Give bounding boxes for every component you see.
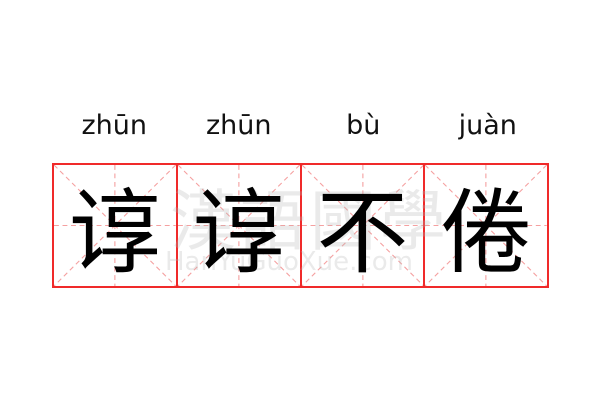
character-3: 不: [316, 180, 409, 286]
pinyin-4: juàn: [458, 110, 517, 141]
character-cell: 谆: [54, 165, 178, 286]
pinyin-2: zhūn: [205, 110, 272, 141]
guide-lines: [425, 165, 547, 286]
guide-lines: [177, 165, 300, 286]
character-1: 谆: [68, 180, 161, 286]
character-4: 倦: [440, 180, 533, 286]
pinyin-3: bù: [346, 110, 381, 141]
character-cell: 倦: [425, 165, 547, 286]
pinyin-1: zhūn: [81, 110, 147, 141]
character-cell: 谆: [177, 165, 302, 286]
character-2: 谆: [192, 180, 285, 286]
character-cell: 不: [301, 165, 426, 286]
pinyin-row: zhūn zhūn bù juàn: [52, 108, 550, 144]
guide-lines: [54, 165, 176, 286]
guide-lines: [301, 165, 424, 286]
character-grid: 谆 谆 不 倦: [52, 163, 549, 288]
